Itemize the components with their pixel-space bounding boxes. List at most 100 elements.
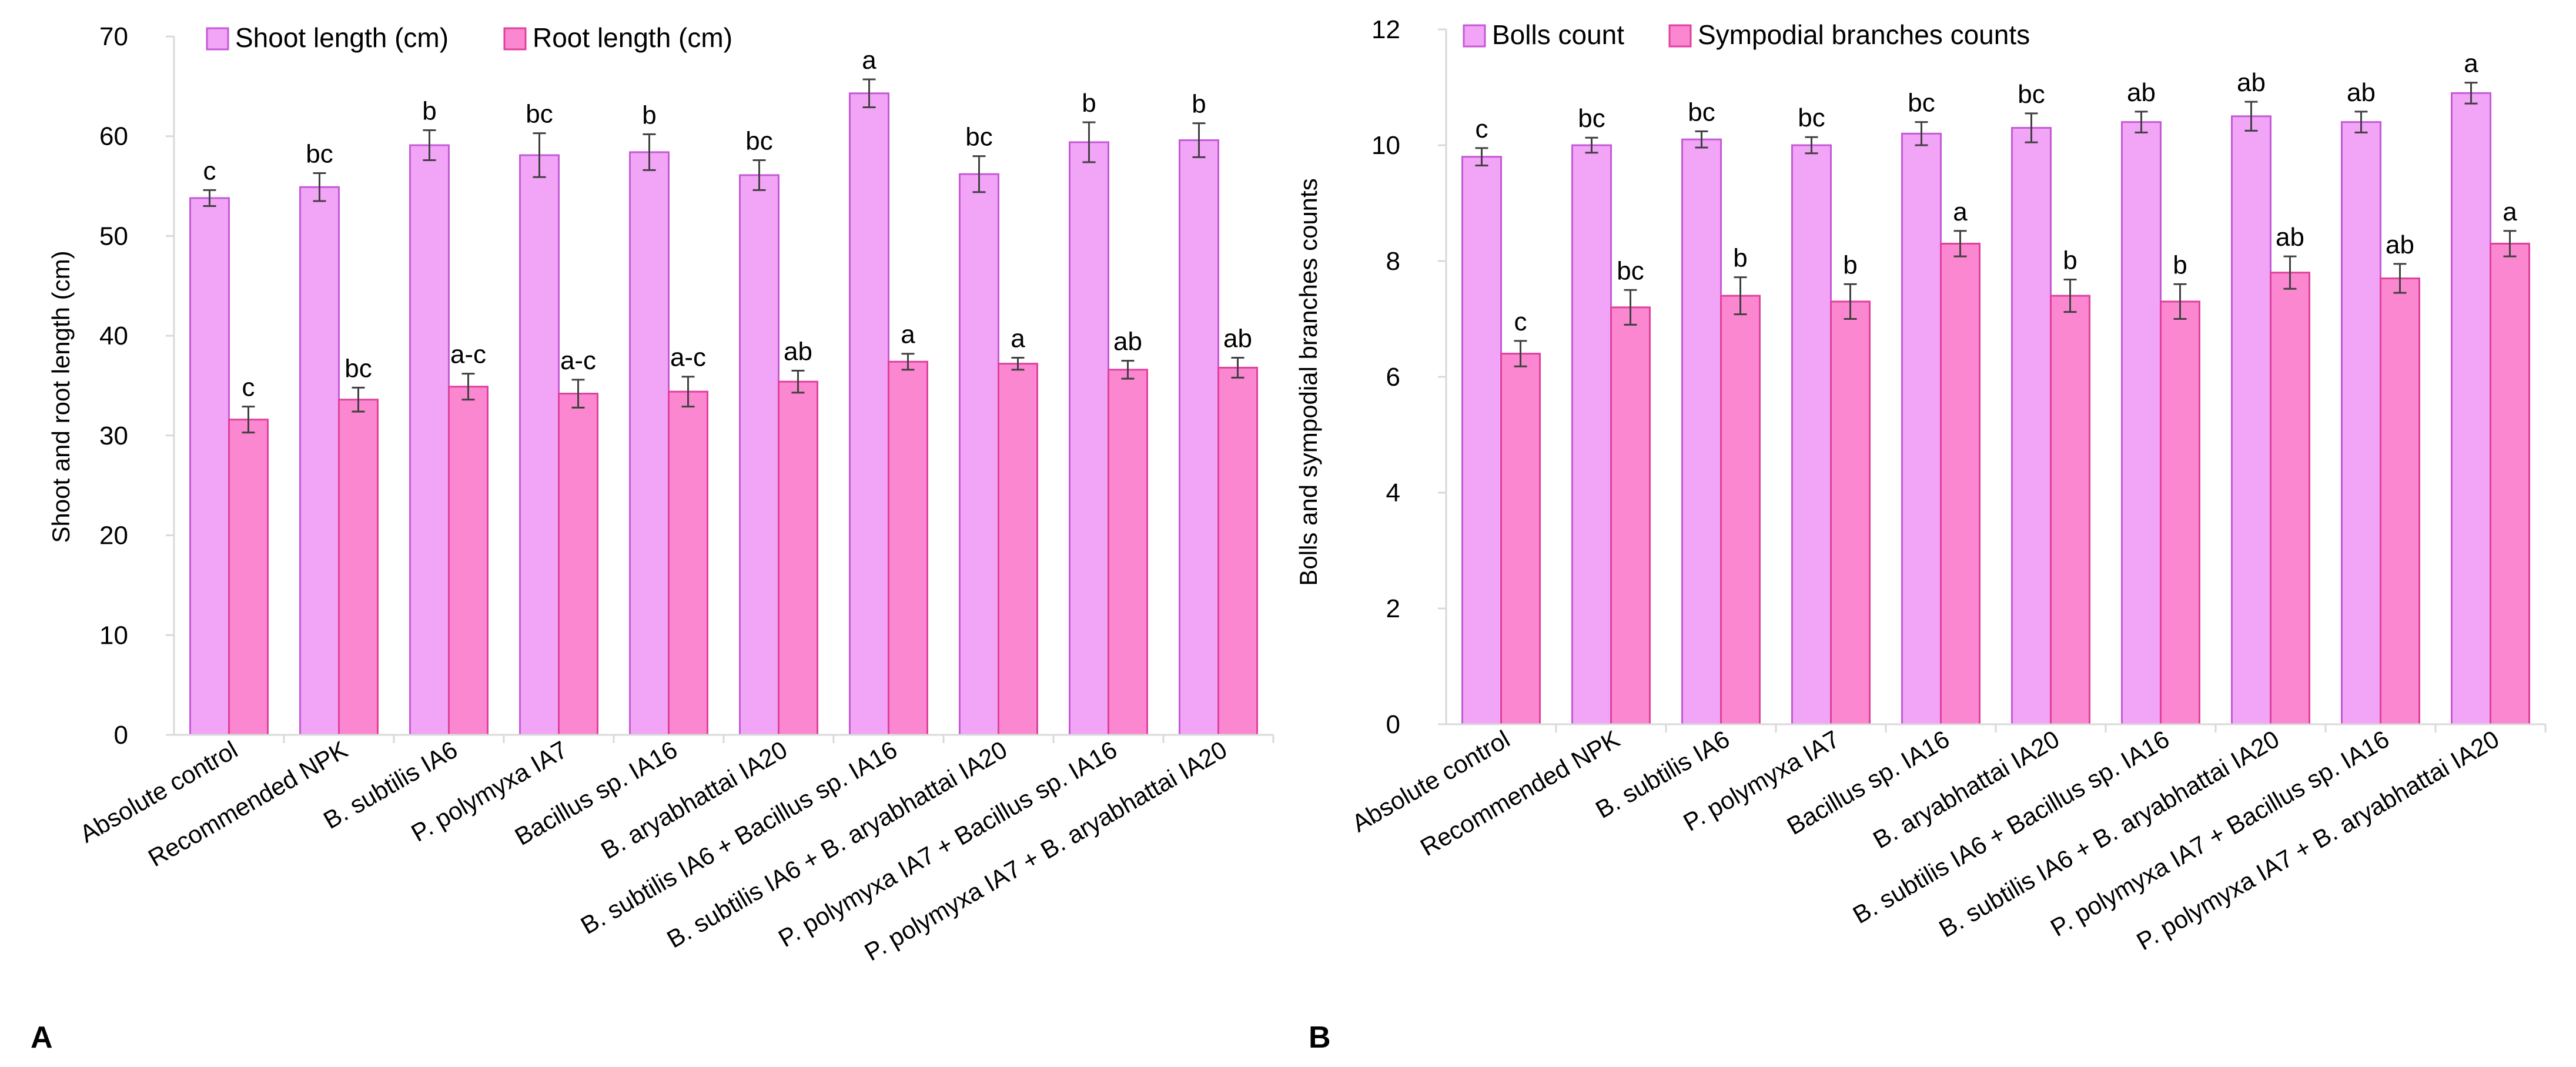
bar-bolls-count-recommended-npk [1571, 144, 1612, 725]
y-tick-label: 40 [99, 322, 128, 350]
bar-shoot-length-cm-p-polymyxa-ia7-bacillus-sp-ia16 [1069, 141, 1109, 736]
bar-group-shoot-length-cm: bc [959, 123, 999, 736]
bar-shoot-length-cm-b-subtilis-ia6-bacillus-sp-ia16 [849, 92, 889, 736]
bar-group-bolls-count: ab [2121, 78, 2162, 725]
bar-sympodial-branches-counts-b-subtilis-ia6 [1720, 295, 1761, 725]
bar-group-bolls-count: bc [1571, 104, 1612, 725]
bar-shoot-length-cm-b-subtilis-ia6 [409, 144, 450, 736]
legend-swatch-sympodial-branches [1668, 24, 1692, 48]
bar-group-shoot-length-cm: bc [519, 100, 560, 736]
y-tick-label: 6 [1386, 363, 1400, 392]
bar-sympodial-branches-counts-p-polymyxa-ia7-b-aryabhattai-ia20 [2490, 242, 2530, 725]
bar-root-length-cm-p-polymyxa-ia7-b-aryabhattai-ia20 [1217, 366, 1258, 736]
significance-label: ab [784, 337, 812, 366]
legend-swatch-shoot-length [206, 27, 229, 51]
bar-group-shoot-length-cm: a [849, 46, 889, 736]
significance-label: b [1082, 89, 1096, 118]
bar-shoot-length-cm-p-polymyxa-ia7 [519, 154, 560, 736]
legend-swatch-root-length [503, 27, 527, 51]
bar-group-root-length-cm: a-c [668, 343, 708, 736]
bar-group-sympodial-branches-counts: a [1940, 198, 1980, 725]
panel-a-y-tick-labels: 0 10 20 30 40 50 60 70 [99, 22, 128, 750]
significance-label: b [642, 101, 656, 129]
bar-group-sympodial-branches-counts: b [1720, 244, 1761, 725]
bar-group-bolls-count: ab [2341, 78, 2381, 725]
bar-group-shoot-length-cm: b [629, 101, 670, 736]
significance-label: ab [2347, 78, 2376, 107]
significance-label: bc [1617, 256, 1644, 285]
significance-label: bc [1688, 98, 1715, 126]
significance-label: c [1476, 115, 1488, 143]
bar-group-root-length-cm: a-c [448, 340, 489, 736]
bar-shoot-length-cm-b-aryabhattai-ia20 [739, 174, 780, 736]
significance-label: a [2464, 49, 2478, 78]
significance-label: bc [1578, 104, 1605, 133]
bar-group-sympodial-branches-counts: b [2050, 246, 2090, 725]
legend-label-shoot-length: Shoot length (cm) [235, 22, 449, 53]
bar-group-bolls-count: bc [1901, 89, 1942, 725]
significance-label: bc [1798, 103, 1825, 132]
significance-label: bc [1908, 89, 1935, 118]
bar-group-sympodial-branches-counts: b [1830, 250, 1871, 725]
panel-b-axes [1438, 28, 2547, 732]
bar-root-length-cm-b-aryabhattai-ia20 [778, 380, 818, 736]
significance-label: a [901, 320, 915, 349]
y-tick-label: 50 [99, 222, 128, 250]
bar-sympodial-branches-counts-p-polymyxa-ia7 [1830, 300, 1871, 725]
significance-label: ab [2386, 230, 2414, 259]
significance-label: a [1953, 198, 1968, 226]
bar-group-bolls-count: ab [2231, 68, 2271, 725]
significance-label: b [1192, 90, 1206, 119]
panel-a-chart: Shoot and root length (cm) Shoot length … [31, 22, 1274, 1055]
significance-label: ab [1113, 327, 1142, 356]
significance-label: c [242, 373, 255, 402]
bar-shoot-length-cm-p-polymyxa-ia7-b-aryabhattai-ia20 [1179, 139, 1219, 736]
y-tick-label: 12 [1371, 15, 1400, 44]
y-tick-label: 0 [114, 721, 128, 750]
y-tick-label: 20 [99, 521, 128, 550]
x-tick-label: B. aryabhattai IA20 [1868, 725, 2064, 854]
bar-root-length-cm-b-subtilis-ia6-b-aryabhattai-ia20 [998, 363, 1038, 736]
bar-group-shoot-length-cm: b [409, 97, 450, 736]
bar-bolls-count-p-polymyxa-ia7-b-aryabhattai-ia20 [2451, 92, 2491, 725]
bar-group-bolls-count: a [2451, 49, 2491, 725]
bar-sympodial-branches-counts-p-polymyxa-ia7-bacillus-sp-ia16 [2380, 277, 2420, 725]
bar-group-root-length-cm: a-c [558, 346, 598, 736]
y-tick-label: 2 [1386, 594, 1400, 623]
panel-b-y-tick-labels: 0 2 4 6 8 10 12 [1371, 15, 1400, 739]
bar-group-root-length-cm: ab [778, 337, 818, 736]
bar-group-root-length-cm: bc [338, 354, 379, 736]
bar-root-length-cm-p-polymyxa-ia7-bacillus-sp-ia16 [1108, 369, 1148, 736]
significance-label: a [862, 46, 876, 75]
legend-label-bolls-count: Bolls count [1492, 19, 1624, 50]
bar-group-bolls-count: bc [1791, 103, 1832, 725]
significance-label: a [1011, 324, 1025, 353]
bar-bolls-count-b-subtilis-ia6-bacillus-sp-ia16 [2121, 121, 2162, 725]
bar-group-root-length-cm: ab [1217, 324, 1258, 736]
bar-bolls-count-b-aryabhattai-ia20 [2011, 126, 2052, 725]
bar-group-sympodial-branches-counts: ab [2380, 230, 2420, 725]
x-tick-label: Recommended NPK [1416, 725, 1624, 861]
bar-group-root-length-cm: a [998, 324, 1038, 736]
bar-root-length-cm-bacillus-sp-ia16 [668, 390, 708, 736]
bar-group-root-length-cm: a [888, 320, 928, 736]
bar-group-sympodial-branches-counts: ab [2270, 223, 2310, 725]
significance-label: bc [344, 354, 372, 383]
bar-group-root-length-cm: ab [1108, 327, 1148, 736]
significance-label: a [2503, 198, 2517, 226]
significance-label: b [2063, 246, 2077, 275]
bar-group-bolls-count: bc [2011, 80, 2052, 725]
y-tick-label: 30 [99, 422, 128, 450]
x-tick-label: Recommended NPK [143, 735, 352, 872]
y-tick-label: 0 [1386, 710, 1400, 739]
legend-label-root-length: Root length (cm) [533, 22, 732, 53]
legend-swatch-bolls-count [1463, 24, 1486, 48]
bar-group-shoot-length-cm: c [189, 156, 230, 736]
bar-root-length-cm-p-polymyxa-ia7 [558, 393, 598, 736]
bar-group-root-length-cm: c [228, 373, 269, 736]
bar-sympodial-branches-counts-bacillus-sp-ia16 [1940, 242, 1980, 725]
significance-label: ab [1223, 324, 1252, 353]
bar-root-length-cm-b-subtilis-ia6-bacillus-sp-ia16 [888, 360, 928, 736]
